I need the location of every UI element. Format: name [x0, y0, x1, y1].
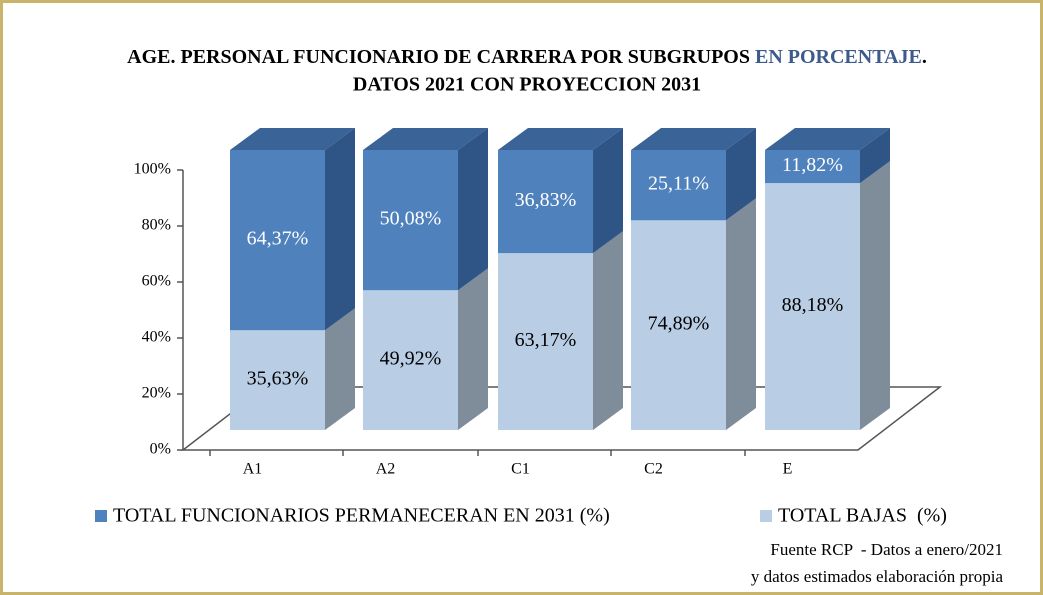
data-label: 64,37% [247, 228, 309, 250]
bar [498, 253, 593, 430]
bar-side [458, 128, 488, 291]
title-part: EN PORCENTAJE [755, 46, 922, 68]
bar [498, 150, 593, 254]
data-label: 11,82% [782, 154, 843, 176]
data-label: 35,63% [247, 368, 309, 390]
data-label: 25,11% [648, 173, 709, 195]
y-tick-label: 0% [150, 441, 171, 458]
bar-side [860, 161, 890, 430]
data-label: 88,18% [782, 294, 844, 316]
source-note: y datos estimados elaboración propia [751, 567, 1004, 586]
x-tick-label: A2 [376, 461, 396, 478]
x-tick-label: C2 [644, 461, 663, 478]
source-note: Fuente RCP - Datos a enero/2021 [770, 540, 1003, 559]
data-label: 36,83% [515, 189, 577, 211]
bar [363, 150, 458, 291]
chart-subtitle: DATOS 2021 CON PROYECCION 2031 [353, 74, 701, 96]
bar-side [726, 198, 756, 430]
bar-top [631, 128, 756, 150]
bar-side [593, 128, 623, 254]
x-tick-label: A1 [243, 461, 263, 478]
bar-top [363, 128, 488, 150]
legend-label: TOTAL BAJAS (%) [778, 505, 947, 527]
bar-side [325, 308, 355, 430]
bar-side [458, 268, 488, 430]
y-tick-label: 100% [134, 161, 171, 178]
data-label: 50,08% [380, 208, 442, 230]
legend-swatch [95, 510, 107, 522]
data-label: 74,89% [648, 313, 710, 335]
bar [363, 290, 458, 430]
title-part: AGE. PERSONAL FUNCIONARIO DE CARRERA POR… [127, 46, 755, 68]
bar [765, 150, 860, 184]
y-tick-label: 60% [142, 273, 171, 290]
bar-side [325, 128, 355, 331]
x-tick-label: C1 [511, 461, 530, 478]
legend-swatch [760, 510, 772, 522]
bar [765, 183, 860, 430]
bar [631, 220, 726, 430]
bar-top [230, 128, 355, 150]
bar [631, 150, 726, 221]
data-label: 49,92% [380, 348, 442, 370]
bar-side [860, 128, 890, 184]
data-label: 63,17% [515, 329, 577, 351]
y-tick-label: 80% [142, 217, 171, 234]
title-part: . [922, 46, 927, 68]
bar [230, 150, 325, 331]
bar-side [593, 231, 623, 430]
y-tick-label: 40% [142, 329, 171, 346]
y-tick-label: 20% [142, 385, 171, 402]
x-tick-label: E [783, 461, 793, 478]
bar-top [498, 128, 623, 150]
chart-title: AGE. PERSONAL FUNCIONARIO DE CARRERA POR… [127, 46, 927, 68]
bar-top [765, 128, 890, 150]
legend-label: TOTAL FUNCIONARIOS PERMANECERAN EN 2031 … [113, 505, 610, 527]
bar [230, 330, 325, 430]
bar-side [726, 128, 756, 221]
